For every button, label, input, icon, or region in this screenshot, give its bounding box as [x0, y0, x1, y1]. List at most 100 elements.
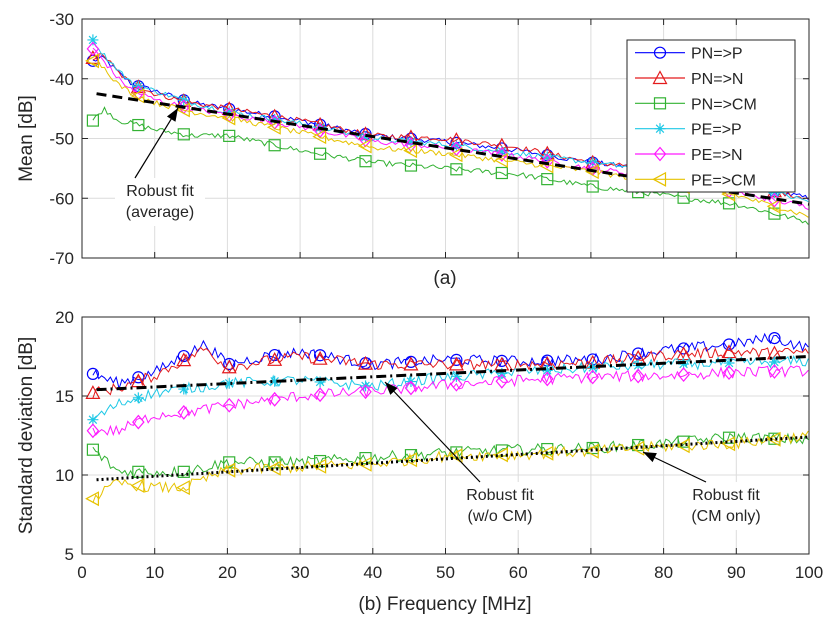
annotation-text: (average)	[126, 204, 194, 221]
legend-box	[626, 39, 796, 193]
data-point-marker	[87, 414, 99, 426]
data-point-marker	[540, 371, 554, 387]
data-point-marker	[313, 349, 327, 362]
data-point-marker	[223, 377, 235, 389]
annotation-arrowhead	[166, 108, 178, 122]
annotation-text: Robust fit	[126, 183, 194, 200]
data-point-marker	[721, 436, 736, 452]
data-point-marker	[357, 138, 372, 154]
x-tick-label: 10	[145, 563, 164, 582]
data-point-marker	[403, 356, 419, 371]
data-point-marker	[584, 164, 599, 180]
data-point-marker	[675, 438, 690, 454]
data-point-marker	[222, 397, 236, 413]
data-point-marker	[86, 41, 100, 57]
data-point-marker	[85, 491, 100, 507]
data-point-marker	[768, 356, 780, 368]
data-point-marker	[404, 380, 418, 396]
annotation-arrow	[134, 107, 179, 179]
x-tick-label: 30	[291, 563, 310, 582]
data-point-marker	[722, 365, 736, 381]
data-point-marker	[177, 349, 190, 363]
data-point-marker	[677, 367, 690, 383]
data-point-marker	[223, 129, 236, 142]
data-point-marker	[450, 376, 463, 392]
data-point-marker	[450, 353, 463, 366]
data-point-marker	[312, 350, 328, 365]
data-point-marker	[86, 114, 100, 127]
legend-item: PN=>N	[635, 70, 743, 88]
legend-item: PE=>CM	[635, 171, 756, 189]
legend-label: PE=>CM	[691, 172, 756, 189]
legend: PN=>P PN=>N PN=>CM PE=>P PE=>N PE=>CM	[626, 39, 796, 193]
data-point-marker	[448, 448, 463, 464]
data-point-marker	[541, 364, 553, 376]
y-tick-label: -30	[49, 10, 74, 29]
data-point-marker	[632, 347, 645, 360]
data-point-marker	[223, 456, 236, 469]
data-point-marker	[403, 143, 418, 159]
data-point-marker	[130, 477, 145, 494]
legend-item: PE=>P	[635, 122, 742, 139]
data-point-marker	[450, 140, 462, 152]
data-point-marker	[223, 357, 236, 371]
data-point-marker	[678, 358, 690, 370]
robust-fit-line	[96, 355, 810, 392]
annotation-bg	[455, 482, 545, 530]
y-tick-label: 10	[55, 466, 74, 485]
panel-label: (b) Frequency [MHz]	[358, 594, 531, 615]
data-point-marker	[766, 198, 781, 214]
annotation: Robust fit (w/o CM)	[384, 381, 545, 530]
data-point-marker	[268, 139, 281, 152]
data-point-marker	[586, 369, 600, 385]
y-tick-label: -50	[49, 130, 74, 149]
series-line	[92, 346, 809, 399]
data-point-marker	[85, 385, 101, 399]
panel-label: (a)	[433, 268, 456, 289]
data-point-marker	[541, 151, 553, 163]
x-tick-label: 60	[509, 563, 528, 582]
data-point-marker	[86, 367, 100, 380]
data-point-marker	[269, 113, 281, 125]
data-point-marker	[631, 368, 645, 384]
data-point-marker	[314, 376, 326, 388]
legend-label: PN=>N	[691, 71, 743, 88]
data-point-marker	[404, 159, 418, 172]
data-point-marker	[87, 34, 99, 46]
data-point-marker	[312, 458, 327, 474]
data-point-marker	[630, 440, 645, 456]
legend-marker	[653, 146, 667, 162]
data-point-marker	[312, 129, 327, 145]
data-point-marker	[86, 423, 100, 439]
x-tick-label: 20	[218, 563, 237, 582]
legend-item: PN=>P	[635, 46, 743, 63]
x-tick-label: 50	[436, 563, 455, 582]
series-pnn	[85, 344, 809, 399]
data-point-marker	[132, 118, 145, 132]
data-point-marker	[495, 373, 509, 389]
series-line	[92, 365, 809, 437]
y-tick-label: -70	[49, 249, 74, 268]
data-point-marker	[269, 375, 281, 387]
series-pen	[86, 364, 809, 439]
x-tick-label: 90	[727, 563, 746, 582]
legend-label: PN=>CM	[691, 96, 757, 113]
legend-item: PE=>N	[635, 146, 743, 164]
data-point-marker	[584, 443, 599, 459]
data-point-marker	[176, 480, 190, 496]
data-point-marker	[313, 387, 327, 403]
data-point-marker	[448, 147, 463, 163]
data-point-marker	[768, 331, 781, 345]
legend-marker	[653, 97, 667, 110]
data-point-marker	[221, 359, 237, 374]
data-point-marker	[495, 146, 509, 162]
data-point-marker	[495, 166, 508, 180]
x-tick-label: 0	[77, 563, 86, 582]
data-point-marker	[268, 391, 281, 407]
data-point-marker	[360, 131, 372, 143]
annotation-bg	[115, 178, 205, 226]
data-point-marker	[541, 173, 554, 186]
series-line	[92, 354, 809, 421]
data-point-marker	[223, 106, 235, 118]
annotation-text: Robust fit	[466, 487, 534, 504]
